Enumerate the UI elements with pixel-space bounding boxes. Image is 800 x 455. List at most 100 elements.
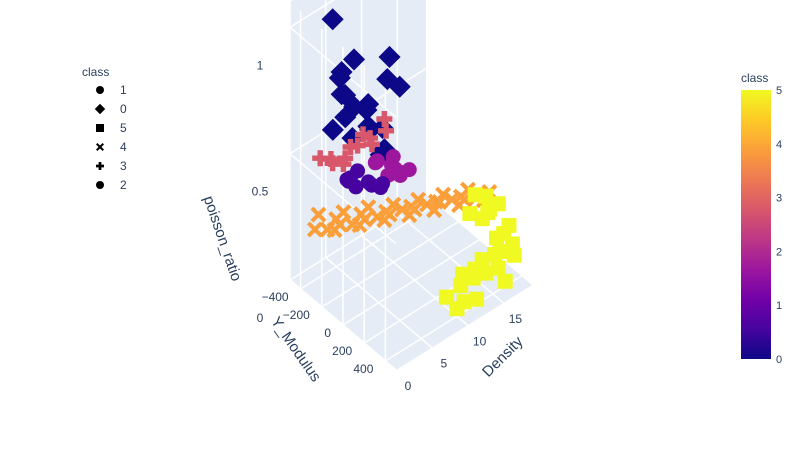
legend-item-5[interactable]: 5 [96, 121, 127, 135]
data-point-class-5 [480, 204, 496, 220]
colorbar-tick-label: 1 [776, 300, 782, 312]
data-point-class-0 [388, 75, 411, 98]
y-tick-label: 200 [332, 344, 352, 358]
data-point-class-4 [310, 206, 327, 223]
data-point-class-2 [348, 179, 364, 195]
data-point-class-4 [306, 221, 323, 238]
data-point-class-3 [378, 122, 395, 139]
legend-item-2[interactable]: 2 [96, 178, 127, 192]
data-point-class-3 [312, 150, 329, 167]
legend-item-4[interactable]: 4 [96, 140, 127, 154]
data-point-class-5 [438, 289, 454, 305]
legend-item-3[interactable]: 3 [96, 159, 127, 173]
circle-icon [96, 86, 104, 94]
data-point-class-0 [343, 48, 366, 71]
y-gridline [342, 239, 480, 326]
data-point-class-3 [363, 136, 380, 153]
cross-icon [96, 162, 104, 170]
legend-label: 2 [120, 178, 127, 192]
legend-label: 3 [120, 159, 127, 173]
y-tick-label: −200 [283, 308, 310, 322]
z-tick-label: 1 [257, 58, 264, 72]
legend-item-0[interactable]: 0 [94, 102, 127, 116]
colorbar-title: class [741, 71, 768, 85]
z-axis-title: poisson_ratio [200, 194, 245, 284]
data-point-class-4 [385, 196, 402, 213]
x-icon [96, 143, 104, 151]
data-point-class-5 [487, 247, 503, 263]
data-point-class-3 [376, 111, 393, 128]
series-2 [339, 163, 391, 196]
data-point-class-4 [376, 212, 393, 229]
data-point-class-0 [330, 83, 353, 106]
data-point-class-4 [335, 204, 352, 221]
legend-label: 0 [120, 102, 127, 116]
colorbar-tick-label: 4 [776, 139, 782, 151]
z-tick-label: 0.5 [252, 185, 269, 199]
data-point-class-4 [326, 222, 343, 239]
z-gridline [289, 0, 336, 28]
data-point-class-0 [321, 8, 344, 31]
data-point-class-0 [334, 106, 357, 129]
y-axis-title: Y_Modulus [267, 314, 324, 385]
data-point-class-2 [373, 180, 389, 196]
data-point-class-5 [478, 188, 494, 204]
colorbar-tick-label: 2 [776, 246, 782, 258]
x-tick-label: 10 [473, 334, 487, 348]
colorbar-tick-label: 3 [776, 193, 782, 205]
data-point-class-5 [497, 273, 513, 289]
colorbar-gradient [741, 90, 771, 359]
data-point-class-4 [351, 217, 368, 234]
data-points [306, 8, 522, 317]
data-point-class-3 [355, 126, 372, 143]
data-point-class-5 [467, 261, 483, 277]
legend[interactable]: class 1 0 5 4 3 2 [82, 65, 127, 192]
circle-icon [96, 181, 104, 189]
legend-label: 4 [120, 140, 127, 154]
data-point-class-5 [455, 266, 471, 282]
data-point-class-5 [449, 301, 465, 317]
data-point-class-2 [360, 174, 376, 190]
data-point-class-4 [410, 191, 427, 208]
data-point-class-5 [506, 247, 522, 263]
colorbar-tick-label: 0 [776, 354, 782, 366]
data-point-class-5 [469, 291, 485, 307]
data-point-class-3 [342, 139, 359, 156]
data-point-class-3 [322, 151, 339, 168]
colorbar-tick-label: 5 [776, 85, 782, 97]
z-tick-label: 0 [257, 311, 264, 325]
legend-label: 1 [120, 83, 127, 97]
data-point-class-4 [360, 199, 377, 216]
data-point-class-5 [453, 278, 469, 294]
data-point-class-5 [490, 260, 506, 276]
y-gridline [321, 221, 459, 308]
series-5 [438, 187, 522, 317]
x-tick-label: 5 [440, 357, 447, 371]
square-icon [96, 124, 104, 132]
y-gridline [385, 275, 522, 362]
data-point-class-1 [369, 153, 385, 169]
series-1 [367, 149, 417, 183]
data-point-class-3 [335, 156, 352, 173]
y-tick-label: −400 [262, 290, 289, 304]
diamond-icon [94, 103, 106, 115]
z-gridline [289, 279, 397, 371]
data-point-class-4 [435, 186, 452, 203]
data-point-class-0 [378, 45, 401, 68]
data-point-class-1 [401, 162, 417, 178]
legend-label: 5 [120, 121, 127, 135]
x-tick-label: 15 [509, 312, 523, 326]
z-gridline [289, 153, 397, 245]
colorbar: class 0 1 2 3 4 5 [741, 71, 782, 366]
y-tick-label: 400 [353, 362, 373, 376]
y-tick-label: 0 [324, 326, 331, 340]
data-point-class-5 [496, 226, 512, 242]
legend-item-1[interactable]: 1 [96, 83, 127, 97]
x-tick-label: 0 [405, 379, 412, 393]
data-point-class-0 [321, 118, 344, 141]
series-3 [312, 111, 395, 173]
